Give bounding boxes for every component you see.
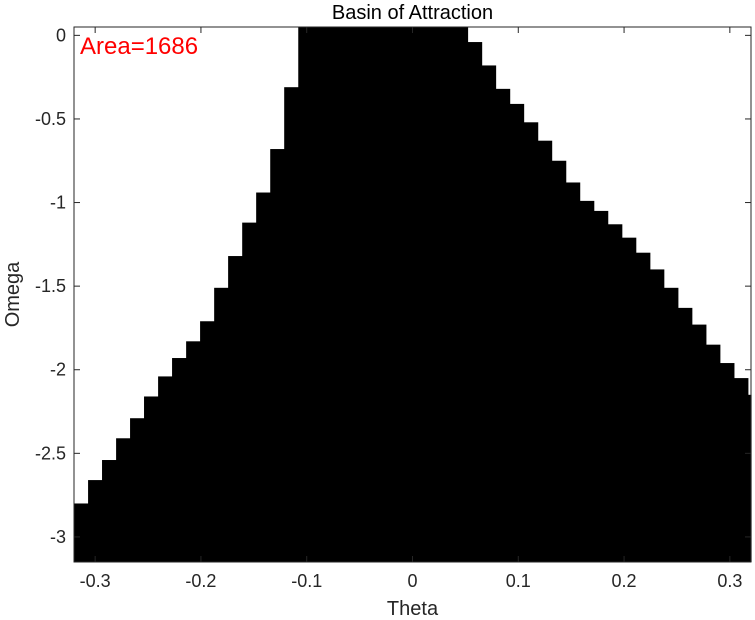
basin-column (158, 376, 173, 562)
basin-column (677, 307, 693, 563)
basin-column (747, 394, 752, 562)
basin-column (537, 140, 553, 562)
basin-column (509, 103, 525, 562)
basin-column (635, 252, 651, 562)
basin-column (74, 503, 89, 562)
basin-column (621, 237, 637, 562)
basin-column (172, 358, 187, 562)
basin-column (144, 396, 159, 562)
y-tick-label: -2 (50, 360, 66, 380)
basin-column (705, 344, 721, 562)
x-tick-label: 0.1 (506, 571, 531, 591)
basin-column (298, 27, 469, 562)
basin-column (733, 378, 749, 562)
y-tick-label: 0 (56, 25, 66, 45)
basin-column (523, 122, 539, 563)
basin-column (691, 324, 707, 562)
basin-column (579, 200, 595, 563)
basin-column (214, 287, 229, 562)
y-tick-label: -1 (50, 193, 66, 213)
x-tick-label: -0.3 (80, 571, 111, 591)
basin-column (663, 287, 679, 562)
basin-column (649, 269, 665, 562)
x-tick-label: 0 (407, 571, 417, 591)
y-axis-label: Omega (2, 261, 24, 327)
basin-column (495, 88, 511, 563)
y-tick-label: -1.5 (35, 276, 66, 296)
basin-column (593, 210, 609, 562)
x-tick-label: 0.2 (612, 571, 637, 591)
basin-column (200, 321, 215, 562)
basin-column (467, 42, 483, 563)
basin-column (88, 480, 103, 562)
y-tick-label: -2.5 (35, 443, 66, 463)
chart-title: Basin of Attraction (332, 2, 493, 24)
basin-column (551, 160, 567, 562)
basin-column (186, 341, 201, 562)
basin-column (116, 438, 131, 562)
x-tick-label: -0.1 (291, 571, 322, 591)
basin-column (228, 256, 243, 562)
basin-column (270, 149, 285, 563)
basin-column (256, 192, 271, 562)
basin-column (607, 224, 623, 562)
axis-ticks: -0.3 -0.2 -0.1 0 0.1 0.2 0.3 0 -0.5 -1 -1.5 -2 -2.5 -… (35, 25, 751, 591)
basin-column (242, 222, 257, 563)
x-tick-label: 0.3 (717, 571, 742, 591)
basin-column (481, 65, 497, 562)
basin-column (130, 418, 145, 562)
basin-column (102, 460, 117, 562)
basin-region (74, 27, 752, 563)
area-annotation: Area=1686 (80, 33, 198, 60)
x-tick-label: -0.2 (185, 571, 216, 591)
x-axis-label: Theta (387, 598, 439, 620)
y-tick-label: -3 (50, 527, 66, 547)
basin-column (284, 87, 299, 562)
y-tick-label: -0.5 (35, 109, 66, 129)
basin-column (719, 363, 735, 562)
basin-column (565, 182, 581, 563)
